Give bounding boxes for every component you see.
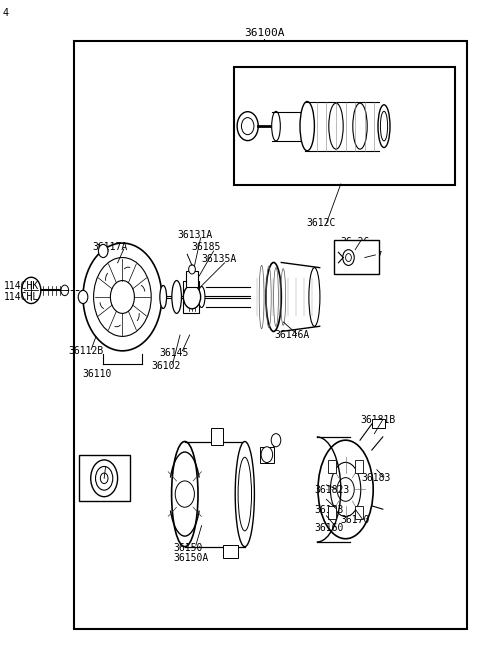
Circle shape <box>96 466 113 490</box>
Bar <box>234 67 455 185</box>
Circle shape <box>241 118 254 135</box>
Text: 36181B: 36181B <box>360 415 395 426</box>
Circle shape <box>91 460 118 497</box>
Bar <box>334 240 379 274</box>
Text: 36103: 36103 <box>84 461 113 472</box>
Ellipse shape <box>272 111 280 141</box>
Text: 36183: 36183 <box>361 473 390 484</box>
Bar <box>355 460 363 473</box>
Bar <box>183 281 199 313</box>
Circle shape <box>261 447 273 463</box>
Bar <box>328 460 336 473</box>
Circle shape <box>78 290 88 304</box>
Text: 36160: 36160 <box>314 523 344 533</box>
Text: 36185: 36185 <box>191 242 220 252</box>
Bar <box>79 455 130 501</box>
Ellipse shape <box>318 440 373 539</box>
Text: 114CHK: 114CHK <box>4 281 39 291</box>
Ellipse shape <box>172 442 198 547</box>
Circle shape <box>189 265 195 274</box>
Circle shape <box>343 250 354 265</box>
Circle shape <box>61 285 69 296</box>
Ellipse shape <box>160 285 167 309</box>
Ellipse shape <box>198 286 205 307</box>
Circle shape <box>346 254 351 261</box>
Ellipse shape <box>172 281 181 313</box>
Text: 36100A: 36100A <box>244 28 284 38</box>
Text: 4: 4 <box>2 8 9 18</box>
Bar <box>355 506 363 519</box>
Bar <box>186 271 198 287</box>
Text: 361823: 361823 <box>314 485 349 495</box>
Text: 36110: 36110 <box>83 369 112 380</box>
Circle shape <box>237 112 258 141</box>
Bar <box>223 545 238 558</box>
Text: 36127: 36127 <box>353 251 383 261</box>
Bar <box>328 506 336 519</box>
Ellipse shape <box>235 442 254 547</box>
Circle shape <box>110 281 134 313</box>
Text: 36112B: 36112B <box>68 346 103 356</box>
Text: 114CHL: 114CHL <box>4 292 39 302</box>
Text: 36135A: 36135A <box>202 254 237 264</box>
Ellipse shape <box>300 101 314 151</box>
Text: 36163: 36163 <box>314 505 344 515</box>
Circle shape <box>83 243 162 351</box>
Ellipse shape <box>266 262 281 332</box>
Text: 36131A: 36131A <box>178 229 213 240</box>
Circle shape <box>271 434 281 447</box>
Circle shape <box>100 473 108 484</box>
Circle shape <box>22 277 41 304</box>
Text: 36·26: 36·26 <box>341 237 370 247</box>
Circle shape <box>98 244 108 258</box>
Bar <box>260 447 274 463</box>
Bar <box>211 428 223 445</box>
Bar <box>74 41 467 629</box>
Text: 36150A: 36150A <box>174 553 209 564</box>
Text: 3612C: 3612C <box>306 218 336 229</box>
Ellipse shape <box>309 267 320 327</box>
Text: 36150: 36150 <box>174 543 203 553</box>
Text: 36170: 36170 <box>341 515 370 526</box>
Circle shape <box>183 285 201 309</box>
Ellipse shape <box>378 105 390 148</box>
Text: 36117A: 36117A <box>93 242 128 252</box>
Text: 36146A: 36146A <box>275 330 310 340</box>
Bar <box>372 419 385 428</box>
Text: 36102: 36102 <box>152 361 181 371</box>
Text: 36145: 36145 <box>159 348 189 359</box>
